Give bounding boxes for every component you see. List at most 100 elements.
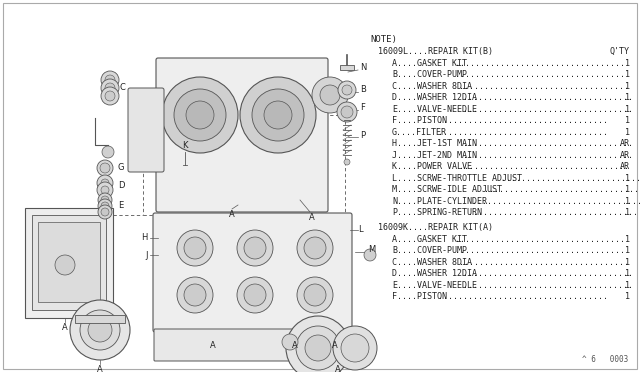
Circle shape [237,230,273,266]
Circle shape [70,300,130,360]
Text: AR: AR [620,151,630,160]
Text: ..................................: .................................. [438,116,608,125]
Circle shape [101,71,119,89]
Text: D....WASHER 12DIA: D....WASHER 12DIA [392,269,477,278]
Text: M....SCRWE-IDLE ADJUST: M....SCRWE-IDLE ADJUST [392,185,502,194]
Circle shape [244,237,266,259]
Text: F....PISTON: F....PISTON [392,116,447,125]
Text: ..................................: .................................. [501,174,640,183]
Text: D....WASHER 12DIA: D....WASHER 12DIA [392,93,477,102]
Circle shape [162,77,238,153]
Text: P: P [360,131,365,140]
Text: 1: 1 [625,196,630,206]
FancyBboxPatch shape [154,329,351,361]
FancyBboxPatch shape [128,88,164,172]
Text: ..................................: .................................. [459,162,629,171]
Text: 1: 1 [625,234,630,244]
Text: ..................................: .................................. [463,280,634,289]
Circle shape [55,255,75,275]
Text: L: L [358,225,363,234]
Text: ..................................: .................................. [438,292,608,301]
Circle shape [240,77,316,153]
Circle shape [338,81,356,99]
Text: 1: 1 [625,257,630,266]
Text: AR: AR [620,162,630,171]
Text: A: A [210,340,216,350]
Circle shape [337,102,357,122]
Circle shape [341,106,353,118]
Text: ..................................: .................................. [463,151,634,160]
Text: L....SCRWE-THROTTLE ADJUST: L....SCRWE-THROTTLE ADJUST [392,174,522,183]
Circle shape [252,89,304,141]
Circle shape [101,179,109,187]
Circle shape [101,202,109,210]
Circle shape [304,284,326,306]
Text: ..................................: .................................. [459,81,629,90]
Bar [38,222,100,302]
Text: A: A [62,323,68,332]
Text: AR: AR [620,139,630,148]
Text: 1: 1 [625,70,630,79]
Text: ..................................: .................................. [463,139,634,148]
Circle shape [105,75,115,85]
Circle shape [341,334,369,362]
Text: ..................................: .................................. [472,196,640,206]
Text: F....PISTON: F....PISTON [392,292,447,301]
Circle shape [98,199,112,213]
Text: 1: 1 [625,58,630,68]
Text: ..................................: .................................. [455,58,625,68]
Text: NOTE): NOTE) [370,35,397,44]
Text: K....POWER VALVE: K....POWER VALVE [392,162,472,171]
Circle shape [101,208,109,216]
Circle shape [97,182,113,198]
Text: C: C [120,83,126,93]
Text: E....VALVE-NEEDLE: E....VALVE-NEEDLE [392,105,477,113]
Circle shape [186,101,214,129]
Text: E: E [118,202,124,211]
Circle shape [312,77,348,113]
Circle shape [97,160,113,176]
Circle shape [177,230,213,266]
Circle shape [80,310,120,350]
Circle shape [304,237,326,259]
Text: P....SPRING-RETURN: P....SPRING-RETURN [392,208,482,217]
Text: 1: 1 [625,269,630,278]
Text: M: M [368,246,375,254]
Text: G....FILTER: G....FILTER [392,128,447,137]
Text: ..................................: .................................. [463,93,634,102]
Circle shape [320,85,340,105]
Text: 1: 1 [625,208,630,217]
Text: A: A [335,365,341,372]
Text: 1: 1 [625,81,630,90]
Text: A: A [332,340,338,350]
Text: C....WASHER 8DIA: C....WASHER 8DIA [392,257,472,266]
Text: 1: 1 [625,280,630,289]
Circle shape [237,277,273,313]
Text: 1: 1 [625,93,630,102]
Text: 16009L....REPAIR KIT(B): 16009L....REPAIR KIT(B) [378,47,493,56]
Text: N....PLATE-CYLINDER: N....PLATE-CYLINDER [392,196,487,206]
Text: G: G [118,164,125,173]
Circle shape [296,326,340,370]
Circle shape [98,193,112,207]
Text: 1: 1 [625,128,630,137]
Circle shape [244,284,266,306]
Text: A: A [309,213,315,222]
Circle shape [282,334,298,350]
Circle shape [297,230,333,266]
Bar [75,315,125,323]
Text: ..................................: .................................. [463,105,634,113]
Text: J....JET-2ND MAIN: J....JET-2ND MAIN [392,151,477,160]
Bar [25,208,113,318]
Text: H: H [141,234,148,243]
Text: 1: 1 [625,292,630,301]
Text: ..................................: .................................. [438,128,608,137]
Text: ..................................: .................................. [455,70,625,79]
Text: C....WASHER 8DIA: C....WASHER 8DIA [392,81,472,90]
Text: 1: 1 [625,246,630,255]
Circle shape [174,89,226,141]
Text: H....JET-1ST MAIN: H....JET-1ST MAIN [392,139,477,148]
Bar [32,215,106,310]
Circle shape [333,326,377,370]
Circle shape [177,277,213,313]
